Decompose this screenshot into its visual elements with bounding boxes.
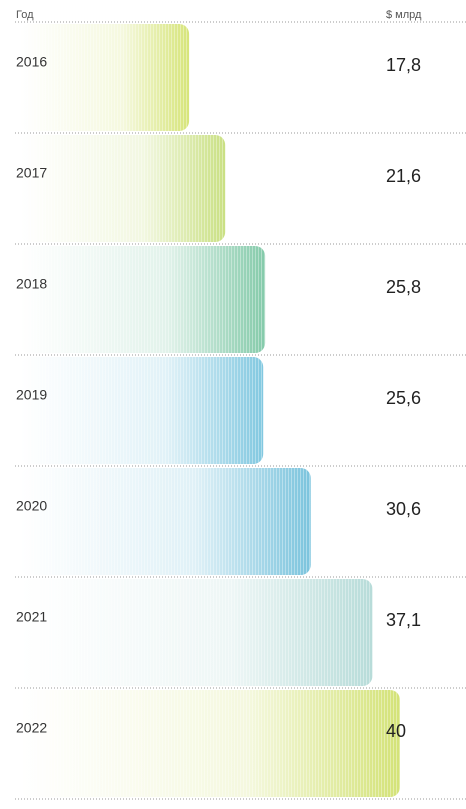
year-label: 2021 [16, 609, 47, 625]
value-header: $ млрд [386, 9, 422, 21]
value-label: 40 [386, 721, 406, 741]
year-label: 2022 [16, 720, 47, 736]
bar-texture [20, 468, 311, 575]
bar-texture [20, 357, 263, 464]
year-label: 2018 [16, 276, 47, 292]
value-label: 25,8 [386, 277, 421, 297]
chart: 2016 17,8 2017 21,6 2018 25,8 2019 25,6 2020 30,6… [0, 0, 466, 804]
year-label: 2017 [16, 165, 47, 181]
value-label: 17,8 [386, 55, 421, 75]
value-label: 30,6 [386, 499, 421, 519]
bars [20, 24, 400, 797]
bar-texture [20, 579, 372, 686]
bar-texture [20, 246, 265, 353]
bar-texture [20, 690, 400, 797]
value-label: 25,6 [386, 388, 421, 408]
bar-texture [20, 24, 189, 131]
value-label: 37,1 [386, 610, 421, 630]
value-label: 21,6 [386, 166, 421, 186]
category-header: Год [16, 9, 34, 21]
year-label: 2019 [16, 387, 47, 403]
page: 2016 17,8 2017 21,6 2018 25,8 2019 25,6 2020 30,6… [0, 0, 466, 804]
bar-texture [20, 135, 225, 242]
year-label: 2016 [16, 54, 47, 70]
year-label: 2020 [16, 498, 47, 514]
